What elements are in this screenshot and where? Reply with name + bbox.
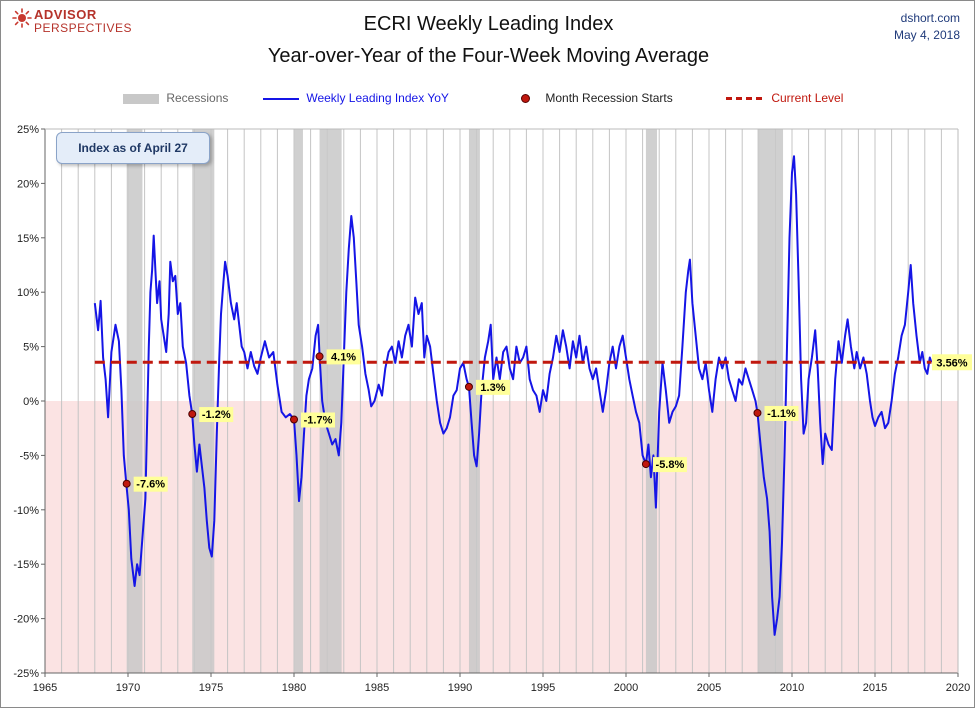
legend-recession-start-label: Month Recession Starts (545, 91, 673, 105)
legend-recession-swatch (123, 93, 159, 104)
axis-layer: 25% 20% 15% 10% 5% 0% -5% -10% -15% -20% -25% 1965 1… (13, 124, 970, 694)
recession-bar (468, 129, 480, 673)
x-tick-label: 1975 (199, 682, 223, 694)
y-tick-label: -10% (13, 505, 39, 517)
x-tick-label: 2000 (614, 682, 638, 694)
x-tick-label: 1995 (531, 682, 555, 694)
y-tick-label: 5% (23, 342, 39, 354)
weekly-leading-index-line (93, 155, 933, 636)
legend-series-swatch (263, 97, 299, 100)
recession-start-marker (122, 479, 131, 488)
legend-series-label: Weekly Leading Index YoY (306, 91, 449, 105)
x-tick-label: 1970 (116, 682, 140, 694)
chart-title-line1: ECRI Weekly Leading Index (363, 13, 614, 35)
y-tick-label: -15% (13, 559, 39, 571)
current-level-layer: 3.56% (94, 354, 972, 371)
recession-bar (192, 129, 215, 673)
y-tick-label: -5% (19, 450, 39, 462)
y-tick-label: 0% (23, 396, 39, 408)
recession-start-marker (188, 410, 197, 419)
source-block: dshort.com May 4, 2018 (894, 10, 960, 44)
recession-start-label-bg (133, 476, 168, 492)
recession-start-marker (315, 352, 324, 361)
y-tick-label: 20% (17, 178, 39, 190)
recession-start-label: -7.6% (136, 479, 165, 491)
chart-title-line2: Year-over-Year of the Four-Week Moving A… (267, 45, 710, 67)
recession-start-label: -1.1% (767, 408, 796, 420)
recession-start-marker (464, 382, 473, 391)
recession-bar (645, 129, 658, 673)
recession-bar (319, 129, 342, 673)
recession-start-label-bg (764, 405, 799, 421)
legend-recession-start: Month Recession Starts (513, 91, 673, 105)
recession-bar (126, 129, 143, 673)
recession-bar (294, 129, 303, 673)
logo-wordmark-top: ADVISOR (34, 7, 97, 22)
recession-start-label-bg (652, 457, 687, 473)
source-site: dshort.com (900, 11, 960, 25)
y-tick-label: -20% (13, 614, 39, 626)
publish-date: May 4, 2018 (893, 28, 960, 42)
recession-layer (126, 129, 784, 673)
recession-start-label: -1.7% (304, 414, 333, 426)
legend-current-level: Current Level (726, 91, 843, 105)
x-tick-label: 2015 (863, 682, 887, 694)
logo-sunburst-icon (12, 8, 32, 28)
x-tick-label: 1965 (33, 682, 57, 694)
legend-series: Weekly Leading Index YoY (263, 91, 449, 105)
legend-marker-swatch (521, 94, 530, 104)
x-tick-label: 1985 (365, 682, 389, 694)
x-tick-label: 1980 (282, 682, 306, 694)
recession-bar (757, 129, 784, 673)
recession-start-label: -1.2% (202, 409, 231, 421)
current-level-label-bg (932, 354, 972, 371)
legend-current-level-swatch (726, 97, 762, 101)
chart-legend: Recessions Weekly Leading Index YoY Mont… (1, 89, 975, 109)
x-tick-label: 2020 (946, 682, 970, 694)
x-tick-label: 1990 (448, 682, 472, 694)
y-tick-label: 25% (17, 124, 39, 136)
logo-wordmark-bottom: PERSPECTIVES (34, 21, 133, 35)
series-layer (93, 155, 933, 636)
y-tick-label: 15% (17, 233, 39, 245)
legend-current-level-label: Current Level (771, 91, 844, 105)
recession-start-marker (753, 408, 762, 417)
y-tick-label: 10% (17, 287, 39, 299)
recession-start-label: -5.8% (656, 459, 685, 471)
recession-start-label: 4.1% (331, 351, 356, 363)
current-level-label: 3.56% (936, 357, 967, 369)
index-date-note: Index as of April 27 (56, 132, 210, 164)
legend-recessions-label: Recessions (166, 91, 229, 105)
marker-layer: -7.6% -1.2% -1.7% 4.1% 1.3% -5.8% -1.1% (122, 349, 799, 492)
x-tick-label: 2005 (697, 682, 721, 694)
recession-start-label-bg (301, 412, 335, 428)
recession-start-marker (290, 415, 298, 424)
recession-start-marker (641, 460, 650, 469)
y-tick-label: -25% (13, 668, 39, 680)
x-tick-label: 2010 (780, 682, 804, 694)
recession-start-label-bg (326, 349, 361, 365)
recession-start-label-bg (475, 379, 510, 395)
recession-start-label: 1.3% (480, 382, 505, 394)
recession-start-label-bg (199, 407, 234, 423)
legend-recessions: Recessions (123, 91, 228, 105)
